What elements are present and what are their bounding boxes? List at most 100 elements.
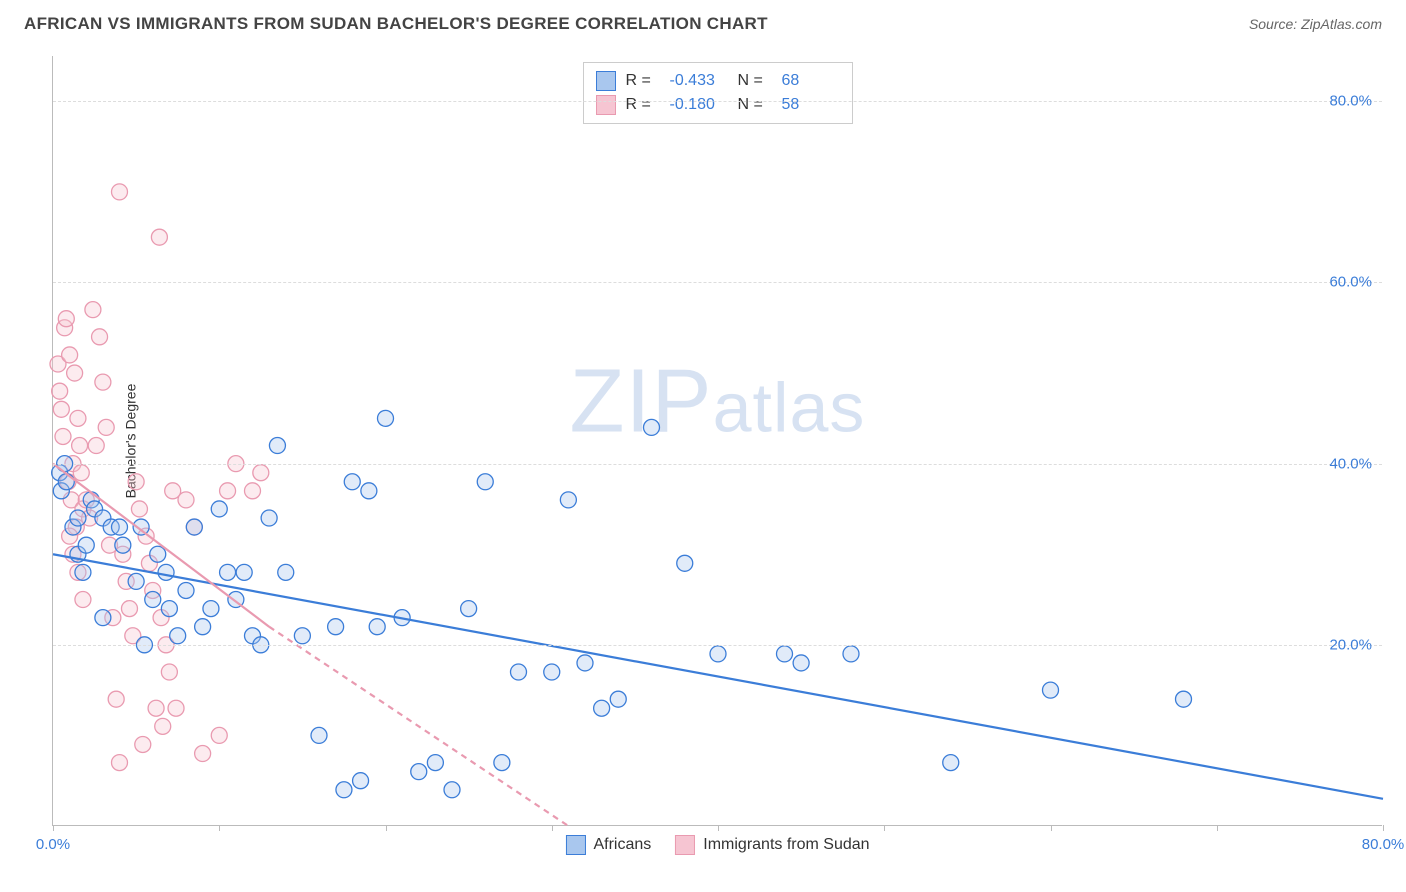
data-point [151,229,167,245]
grid-line [53,464,1382,465]
data-point [311,727,327,743]
data-point [511,664,527,680]
data-point [131,501,147,517]
data-point [88,438,104,454]
data-point [115,537,131,553]
data-point [344,474,360,490]
data-point [112,755,128,771]
data-point [58,311,74,327]
data-point [560,492,576,508]
series-legend: Africans Immigrants from Sudan [565,835,869,855]
data-point [211,501,227,517]
data-point [594,700,610,716]
data-point [843,646,859,662]
x-tick-label: 80.0% [1362,836,1405,853]
data-point [98,419,114,435]
data-point [58,474,74,490]
x-tick [1217,825,1218,831]
data-point [95,610,111,626]
data-point [145,592,161,608]
data-point [112,184,128,200]
data-point [128,474,144,490]
legend-label-1: Immigrants from Sudan [703,836,869,854]
data-point [135,736,151,752]
data-point [72,438,88,454]
y-tick-label: 80.0% [1329,93,1372,110]
data-point [75,564,91,580]
data-point [644,419,660,435]
chart-title: AFRICAN VS IMMIGRANTS FROM SUDAN BACHELO… [24,14,768,34]
data-point [62,347,78,363]
x-tick [718,825,719,831]
data-point [461,601,477,617]
data-point [203,601,219,617]
x-tick [552,825,553,831]
data-point [336,782,352,798]
data-point [53,401,69,417]
data-point [170,628,186,644]
data-point [1043,682,1059,698]
data-point [85,302,101,318]
data-point [195,746,211,762]
data-point [158,564,174,580]
data-point [161,664,177,680]
grid-line [53,282,1382,283]
legend-item-1: Immigrants from Sudan [675,835,869,855]
data-point [220,564,236,580]
legend-swatch-bottom-0 [565,835,585,855]
data-point [168,700,184,716]
x-tick [884,825,885,831]
data-point [155,718,171,734]
data-point [78,537,94,553]
source-prefix: Source: [1249,16,1301,32]
data-point [211,727,227,743]
data-point [70,510,86,526]
chart-plot-area: Bachelor's Degree ZIPatlas R = -0.433 N … [52,56,1382,826]
grid-line [53,101,1382,102]
legend-item-0: Africans [565,835,651,855]
data-point [444,782,460,798]
data-point [1176,691,1192,707]
grid-line [53,645,1382,646]
x-tick [53,825,54,831]
data-point [328,619,344,635]
data-point [278,564,294,580]
data-point [95,374,111,390]
data-point [294,628,310,644]
source-attribution: Source: ZipAtlas.com [1249,16,1382,32]
data-point [253,465,269,481]
data-point [793,655,809,671]
x-tick [386,825,387,831]
data-point [477,474,493,490]
scatter-svg [53,56,1382,825]
data-point [55,428,71,444]
data-point [369,619,385,635]
data-point [178,492,194,508]
legend-label-0: Africans [593,836,651,854]
data-point [378,410,394,426]
y-tick-label: 60.0% [1329,274,1372,291]
data-point [70,410,86,426]
data-point [178,582,194,598]
data-point [52,383,68,399]
data-point [361,483,377,499]
data-point [121,601,137,617]
data-point [677,555,693,571]
data-point [220,483,236,499]
y-tick-label: 40.0% [1329,455,1372,472]
source-name: ZipAtlas.com [1301,16,1382,32]
data-point [128,573,144,589]
data-point [161,601,177,617]
data-point [777,646,793,662]
y-tick-label: 20.0% [1329,636,1372,653]
x-tick [1383,825,1384,831]
data-point [494,755,510,771]
trend-line [53,554,1383,799]
data-point [112,519,128,535]
data-point [411,764,427,780]
data-point [943,755,959,771]
data-point [186,519,202,535]
x-tick-label: 0.0% [36,836,70,853]
data-point [73,465,89,481]
x-tick [219,825,220,831]
